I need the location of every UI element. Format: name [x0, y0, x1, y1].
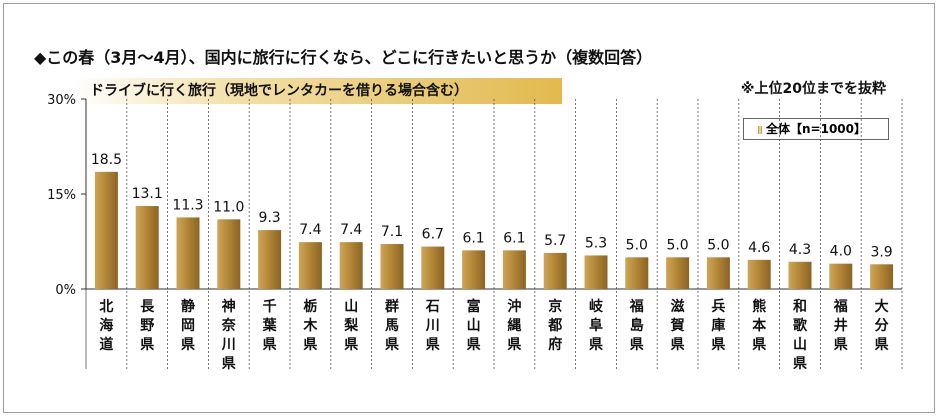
y-tick-label: 30% [47, 93, 76, 108]
data-label: 9.3 [258, 210, 280, 226]
bar [176, 217, 200, 289]
category-label: 山梨県 [343, 299, 359, 353]
bar [258, 230, 282, 289]
bar [94, 171, 118, 289]
data-label: 7.4 [299, 222, 321, 238]
data-label: 5.0 [626, 237, 648, 253]
category-label: 京都府 [547, 298, 562, 353]
legend-swatch [758, 125, 762, 134]
category-label: 富山県 [467, 298, 481, 353]
data-label: 5.0 [707, 237, 729, 253]
category-label: 福井県 [833, 298, 848, 353]
data-label: 5.0 [666, 237, 688, 253]
data-label: 4.6 [748, 240, 770, 256]
category-label: 兵庫県 [711, 298, 725, 353]
data-label: 6.1 [503, 230, 525, 246]
y-tick-label: 0% [55, 283, 76, 298]
legend-label: 全体【n=1000】 [766, 122, 866, 136]
bar [543, 252, 567, 289]
category-label: 群馬県 [384, 298, 399, 353]
bar-chart: 0% 15% 30% 18.5 北海道 13.1 長野県 11.3 静岡県 11.0 神奈川県 9.3… [47, 93, 903, 372]
bar [788, 261, 812, 289]
category-label: 福島県 [629, 298, 644, 353]
category-label: 千葉県 [262, 298, 278, 353]
chart-title: ◆この春（3月～4月）、国内に旅行に行くなら、どこに行きたいと思うか（複数回答） [34, 48, 653, 67]
data-label: 5.3 [585, 235, 607, 251]
data-label: 11.0 [213, 199, 244, 215]
category-label: 大分県 [875, 298, 889, 353]
data-label: 11.3 [172, 197, 203, 213]
category-label: 石川県 [425, 299, 440, 353]
category-label: 栃木県 [302, 298, 318, 353]
bar [217, 219, 241, 289]
bar [298, 242, 322, 289]
bar [380, 244, 404, 289]
bar [462, 250, 486, 289]
category-label: 和歌山県 [793, 299, 808, 372]
chart-frame: ◆この春（3月～4月）、国内に旅行に行くなら、どこに行きたいと思うか（複数回答）… [3, 3, 935, 413]
bar [625, 257, 649, 289]
data-label: 18.5 [91, 152, 122, 168]
bar [706, 257, 730, 289]
data-label: 4.0 [830, 244, 852, 260]
data-label: 3.9 [870, 244, 892, 260]
category-label: 滋賀県 [670, 298, 685, 353]
y-tick-label: 15% [47, 188, 76, 203]
bar [584, 255, 608, 289]
bar [747, 259, 771, 289]
category-label: 神奈川県 [221, 298, 237, 372]
chart-subtitle: ドライブに行く旅行（現地でレンタカーを借りる場合含む） [72, 78, 562, 104]
data-label: 13.1 [132, 186, 163, 202]
bar [829, 263, 853, 289]
category-label: 長野県 [140, 299, 155, 353]
bar [666, 257, 690, 289]
bar [502, 250, 526, 289]
category-label: 熊本県 [752, 298, 767, 353]
chart-note: ※上位20位までを抜粋 [740, 81, 886, 97]
data-label: 7.4 [340, 222, 362, 238]
bar [870, 264, 894, 289]
bar [421, 246, 445, 289]
data-label: 6.7 [422, 227, 444, 243]
category-label: 沖縄県 [507, 298, 521, 353]
bar [135, 206, 159, 289]
data-label: 5.7 [544, 233, 566, 249]
category-label: 岐阜県 [589, 298, 604, 353]
data-label: 6.1 [462, 230, 484, 246]
category-label: 静岡県 [181, 298, 195, 353]
category-label: 北海道 [99, 299, 113, 353]
data-label: 4.3 [789, 242, 811, 258]
bar [339, 242, 363, 289]
data-label: 7.1 [381, 224, 403, 240]
